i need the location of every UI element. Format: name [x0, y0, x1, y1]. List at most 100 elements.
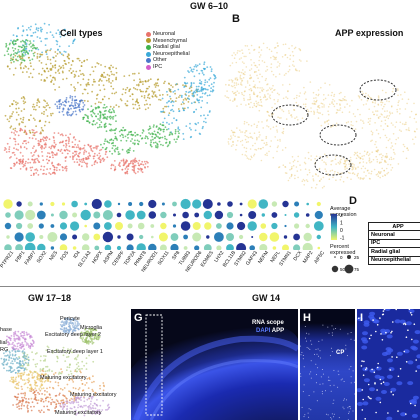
dotplot-dot — [284, 224, 287, 228]
dotplot-dot — [294, 223, 300, 229]
table-row-neuronal: Neuronal — [368, 230, 420, 240]
dotplot-dot — [314, 210, 323, 220]
label-maturing-excitatory-2: Maturing excitatory — [70, 392, 117, 398]
dotplot-dot — [180, 198, 191, 210]
dotplot-dot — [70, 221, 80, 231]
dotplot-dot — [36, 210, 46, 220]
dotplot-dot — [261, 213, 265, 217]
dotplot-dot — [180, 221, 191, 231]
dotplot-dot — [293, 212, 300, 218]
dotplot-dot — [81, 244, 90, 250]
label-excitatory-deep-2: Excitatory deep layer 2 — [45, 332, 101, 338]
dotplot-dot — [239, 213, 243, 217]
legend-item: Other — [146, 57, 190, 64]
label-pericyte: Pericyte — [60, 316, 80, 322]
dotplot-dot — [136, 210, 146, 220]
dotplot-dot — [271, 222, 278, 230]
dotplot-dot — [125, 210, 135, 220]
section-divider — [0, 286, 420, 287]
dotplot-dot — [91, 198, 102, 210]
cp-label: CP — [336, 350, 345, 356]
dotplot-dot — [158, 232, 168, 242]
umap-a-title: Cell types — [60, 28, 103, 38]
dotplot-dot — [303, 232, 312, 242]
gene-label: FOS — [59, 250, 71, 262]
dotplot-dot — [139, 201, 144, 207]
dotplot-dot — [316, 234, 321, 240]
dotplot-dot — [251, 236, 254, 238]
dotplot-dot — [126, 244, 134, 250]
dotplot-dot — [317, 246, 321, 250]
table-row-radial-glial: Radial glial — [368, 247, 420, 257]
dotplot-dot — [150, 224, 155, 228]
dotplot-dot — [214, 210, 224, 220]
label-partial-hase: hase — [0, 327, 12, 333]
dotplot-dot — [226, 211, 234, 219]
dotplot-dot — [14, 210, 24, 220]
dotplot-dot — [272, 246, 277, 250]
dotplot-dot — [305, 213, 310, 217]
dotplot-dot — [258, 199, 269, 209]
legend-swatch — [146, 38, 151, 44]
dotplot-dot — [160, 211, 167, 219]
dotplot-dot — [104, 244, 112, 250]
dotplot-dot — [93, 222, 101, 230]
dotplot-dot — [27, 201, 33, 207]
dotplot-dot — [271, 201, 278, 207]
dotplot-dot — [259, 244, 268, 250]
legend-label: Mesenchymal — [153, 37, 187, 44]
dotplot-dot — [293, 233, 300, 241]
dotplot-dot — [294, 201, 300, 207]
dotplot-dot — [139, 234, 144, 240]
dotplot-dot — [59, 244, 68, 250]
label-partial-lial: lial — [0, 340, 7, 346]
dotplot-dot — [3, 199, 13, 209]
dotplot-dot — [38, 223, 44, 229]
colorbar-tick: 2 — [340, 214, 343, 219]
dotplot-dot — [202, 199, 213, 209]
dotplot-dot — [239, 234, 244, 240]
dotplot-dot — [173, 213, 176, 217]
dotplot-dot — [102, 210, 113, 220]
dotplot-dot — [93, 233, 101, 241]
umap-cell-types — [3, 22, 217, 176]
table-header: APP — [368, 221, 420, 232]
size-legend-tick: 75 — [354, 267, 360, 272]
dotplot-dot — [72, 246, 77, 250]
dotplot-dot — [293, 244, 301, 250]
rnascope-stain-labels: DAPI APP — [256, 328, 284, 334]
dotplot-dot — [284, 214, 287, 216]
dotplot-dot — [305, 223, 310, 229]
legend-label: Other — [153, 57, 167, 64]
dotplot-dot — [170, 243, 179, 250]
legend-swatch — [146, 31, 151, 37]
dotplot-dot — [148, 243, 157, 250]
dotplot-dot — [102, 231, 114, 243]
header-gw17-18: GW 17–18 — [28, 293, 72, 303]
dotplot-dot — [126, 233, 134, 241]
colorbar-tick: 1 — [340, 221, 343, 227]
dotplot-dot — [192, 232, 202, 242]
dotplot-dot — [313, 221, 324, 231]
dotplot-dot — [128, 202, 133, 206]
panel-letter-i: I — [360, 312, 364, 324]
size-legend-tick: 0 — [340, 255, 343, 260]
legend-label: Neuronal — [153, 31, 176, 37]
panel-letter-h: H — [303, 312, 311, 324]
dotplot-dot — [248, 211, 257, 219]
panel-letter-d: D — [349, 195, 357, 207]
dotplot-dot — [27, 223, 34, 229]
size-legend-dot — [334, 256, 336, 258]
dotplot-dot — [37, 243, 46, 250]
dotplot-dot — [159, 244, 167, 250]
dotplot-dot — [282, 200, 289, 208]
legend-swatch — [146, 51, 151, 57]
dotplot-dot — [183, 234, 189, 240]
dotplot-dot — [192, 222, 201, 230]
dotplot-dot — [117, 202, 121, 206]
legend-swatch — [146, 58, 151, 64]
dotplot-dot — [306, 202, 310, 206]
dotplot-dot — [39, 202, 43, 206]
dotplot-dot — [104, 200, 112, 208]
header-gw6-10: GW 6–10 — [190, 1, 229, 11]
